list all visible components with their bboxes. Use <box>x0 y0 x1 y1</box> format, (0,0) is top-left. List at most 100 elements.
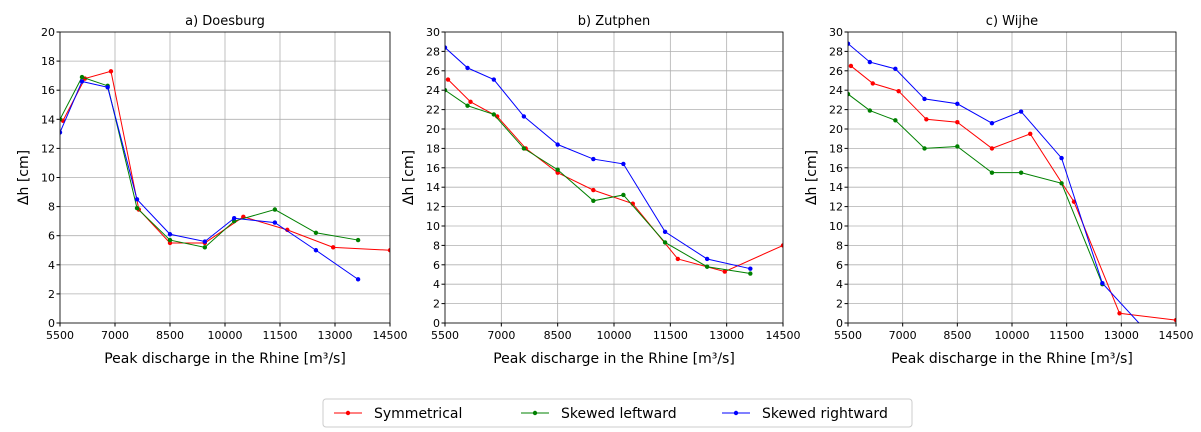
point <box>867 59 873 65</box>
point <box>722 269 727 274</box>
point <box>79 74 85 80</box>
y-axis-label: Δh [cm] <box>16 150 32 205</box>
y-tick-label: 16 <box>426 162 440 175</box>
point <box>134 205 140 211</box>
point <box>285 227 290 233</box>
point <box>521 114 527 119</box>
series-line <box>62 70 390 251</box>
point <box>105 85 110 90</box>
point <box>955 120 960 125</box>
y-tick-label: 8 <box>48 201 55 214</box>
y-tick-label: 12 <box>41 142 55 155</box>
point <box>867 108 873 113</box>
point <box>989 120 995 126</box>
y-tick-label: 2 <box>836 298 843 311</box>
chart-title: a) Doesburg <box>185 14 265 29</box>
point <box>167 237 173 243</box>
point <box>848 41 851 46</box>
x-tick-label: 5500 <box>834 329 862 342</box>
x-tick-label: 8500 <box>544 329 572 342</box>
point <box>924 117 929 122</box>
point <box>491 77 497 82</box>
point <box>108 69 114 74</box>
point <box>313 248 319 253</box>
x-tick-label: 13000 <box>1104 329 1139 342</box>
legend-marker <box>532 410 538 416</box>
y-tick-label: 6 <box>433 259 440 272</box>
axes-frame <box>59 31 391 324</box>
y-tick-label: 24 <box>829 84 843 97</box>
point <box>870 81 875 86</box>
x-tick-label: 5500 <box>431 329 459 342</box>
point <box>591 198 596 203</box>
y-tick-label: 10 <box>41 172 55 185</box>
point <box>1059 181 1064 186</box>
point <box>662 229 668 235</box>
series-line <box>850 65 1176 321</box>
axes-frame <box>444 31 784 324</box>
y-tick-label: 14 <box>426 181 440 194</box>
point <box>955 101 960 106</box>
y-tick-label: 6 <box>836 259 843 272</box>
x-axis-label: Peak discharge in the Rhine [m³/s] <box>493 351 735 367</box>
point <box>167 232 173 237</box>
x-tick-label: 14500 <box>766 329 801 342</box>
point <box>468 99 473 105</box>
x-tick-label: 10000 <box>208 329 243 342</box>
point <box>989 170 995 175</box>
legend-marker <box>733 410 739 416</box>
x-tick-label: 14500 <box>373 329 408 342</box>
point <box>848 63 854 69</box>
y-tick-label: 28 <box>829 45 843 58</box>
point <box>465 103 470 108</box>
y-tick-label: 16 <box>41 84 55 97</box>
y-axis-label: Δh [cm] <box>401 150 417 205</box>
series-line <box>60 80 359 280</box>
y-tick-label: 18 <box>426 142 440 155</box>
y-tick-label: 4 <box>836 278 843 291</box>
x-axis-label: Peak discharge in the Rhine [m³/s] <box>104 351 346 367</box>
series-line <box>447 79 783 273</box>
point <box>1100 281 1105 286</box>
y-tick-label: 26 <box>829 65 843 78</box>
point <box>1173 317 1176 323</box>
y-tick-label: 28 <box>426 45 440 58</box>
point <box>1117 311 1122 316</box>
x-tick-label: 11500 <box>263 329 298 342</box>
y-tick-label: 6 <box>48 230 55 243</box>
point <box>896 88 901 94</box>
plot-area <box>60 69 390 282</box>
y-tick-label: 12 <box>829 201 843 214</box>
point <box>1028 131 1033 137</box>
point <box>1142 327 1146 331</box>
y-tick-label: 20 <box>41 26 55 39</box>
point <box>272 220 278 225</box>
plot-area <box>445 45 783 276</box>
point <box>60 117 63 122</box>
point <box>445 88 448 93</box>
point <box>893 66 898 72</box>
y-tick-label: 0 <box>433 317 440 330</box>
y-tick-label: 14 <box>41 113 55 126</box>
x-tick-label: 14500 <box>1159 329 1194 342</box>
point <box>922 96 927 102</box>
y-axis-label: Δh [cm] <box>804 150 820 205</box>
point <box>704 256 710 262</box>
y-tick-label: 12 <box>426 201 440 214</box>
point <box>521 146 527 151</box>
point <box>134 197 140 202</box>
y-tick-label: 16 <box>829 162 843 175</box>
point <box>465 65 470 71</box>
x-axis-label: Peak discharge in the Rhine [m³/s] <box>891 351 1133 367</box>
y-tick-label: 10 <box>829 220 843 233</box>
axes-frame <box>847 31 1177 324</box>
point <box>202 245 208 250</box>
point <box>445 77 451 82</box>
x-tick-label: 11500 <box>653 329 688 342</box>
y-tick-label: 18 <box>41 55 55 68</box>
y-tick-label: 10 <box>426 220 440 233</box>
y-tick-label: 0 <box>836 317 843 330</box>
plot-area <box>848 41 1176 331</box>
point <box>1018 109 1024 114</box>
